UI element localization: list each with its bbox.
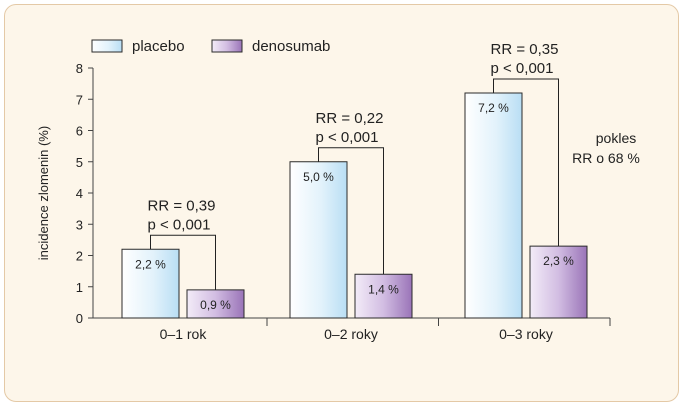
y-tick-label: 8 bbox=[76, 61, 83, 76]
bar-value-label: 7,2 % bbox=[478, 101, 509, 115]
x-tick-label: 0–2 roky bbox=[324, 326, 378, 342]
y-tick-label: 1 bbox=[76, 280, 83, 295]
p-value-label: p < 0,001 bbox=[491, 60, 554, 77]
x-tick-label: 0–3 roky bbox=[499, 326, 553, 342]
legend-swatch-denosumab bbox=[211, 39, 243, 53]
rr-label: RR = 0,35 bbox=[491, 41, 559, 58]
y-tick-label: 4 bbox=[76, 186, 83, 201]
p-value-label: p < 0,001 bbox=[148, 216, 211, 233]
y-tick-label: 6 bbox=[76, 124, 83, 139]
legend-swatch-placebo bbox=[91, 39, 123, 53]
bar-value-label: 5,0 % bbox=[303, 170, 334, 184]
legend-label: denosumab bbox=[252, 38, 330, 55]
y-tick-label: 0 bbox=[76, 311, 83, 326]
y-axis-label: incidence zlomenin (%) bbox=[36, 126, 51, 260]
bar-placebo bbox=[464, 92, 523, 319]
bar-value-label: 2,2 % bbox=[135, 257, 166, 271]
rr-label: RR = 0,39 bbox=[148, 197, 216, 214]
bar-value-label: 2,3 % bbox=[543, 254, 574, 268]
legend: placebo denosumab bbox=[91, 38, 330, 55]
bar-value-label: 1,4 % bbox=[368, 282, 399, 296]
bar-value-label: 0,9 % bbox=[200, 298, 231, 312]
y-tick-label: 7 bbox=[76, 92, 83, 107]
side-note-line: RR o 68 % bbox=[572, 150, 640, 166]
bar-denosumab bbox=[529, 245, 588, 319]
significance-bracket bbox=[150, 234, 216, 290]
bars: 2,2 % 0,9 % 5,0 % 1,4 % 7,2 % 2,3 % bbox=[121, 92, 588, 319]
x-tick-label: 0–1 rok bbox=[160, 326, 208, 342]
p-value-label: p < 0,001 bbox=[316, 129, 379, 146]
y-tick-label: 5 bbox=[76, 155, 83, 170]
y-tick-label: 2 bbox=[76, 249, 83, 264]
bar-placebo bbox=[289, 161, 348, 319]
significance-bracket bbox=[493, 78, 559, 247]
rr-label: RR = 0,22 bbox=[316, 110, 384, 127]
bar-placebo bbox=[121, 248, 180, 319]
significance-bracket bbox=[318, 147, 384, 275]
y-tick-label: 3 bbox=[76, 217, 83, 232]
side-note-line: pokles bbox=[596, 130, 636, 146]
legend-label: placebo bbox=[132, 38, 185, 55]
annotations: RR = 0,39 p < 0,001 RR = 0,22 p < 0,001 RR =… bbox=[148, 41, 640, 290]
bar-denosumab bbox=[354, 273, 413, 319]
